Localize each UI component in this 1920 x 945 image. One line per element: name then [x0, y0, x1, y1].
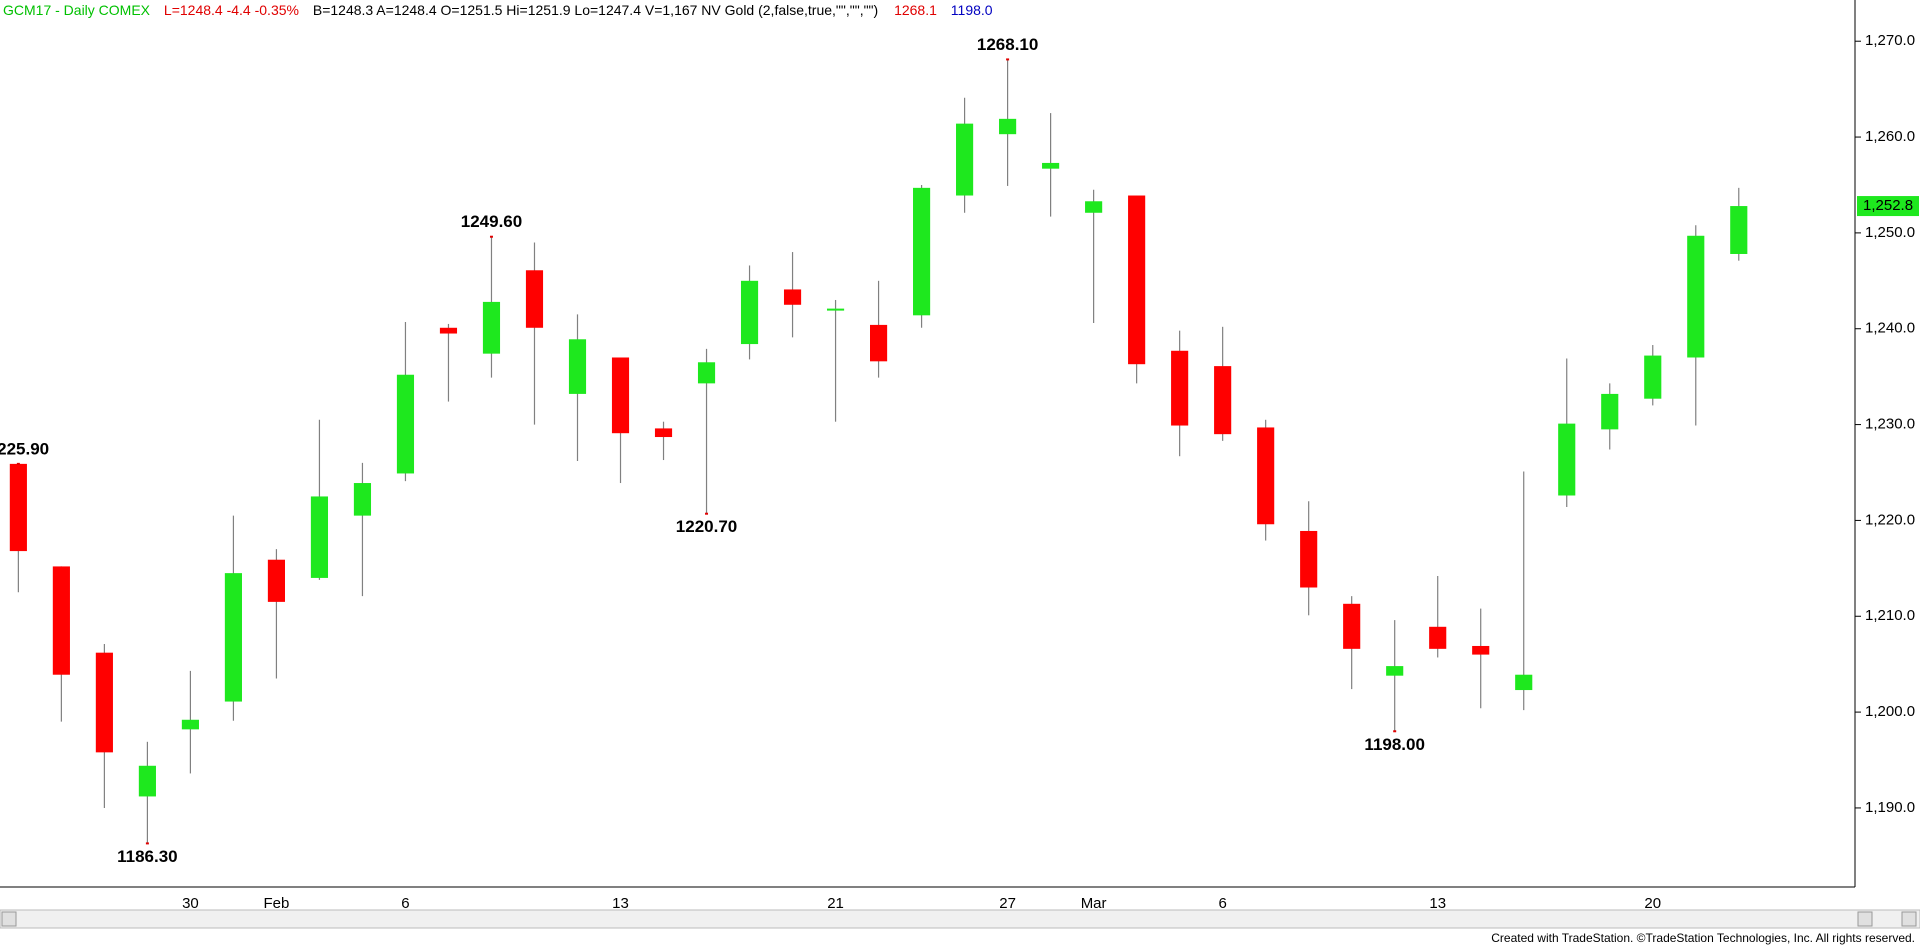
candle-body — [9, 463, 27, 552]
study-low: 1198.0 — [951, 2, 993, 18]
candle-body — [740, 280, 759, 345]
y-tick-label: 1,260.0 — [1865, 128, 1915, 145]
price-annotation: 1225.90 — [0, 439, 49, 458]
candle-body — [1343, 603, 1361, 649]
y-tick-label: 1,270.0 — [1865, 32, 1915, 49]
candle-body — [1300, 530, 1318, 588]
scrollbar[interactable] — [0, 909, 1920, 929]
candle-body — [138, 765, 156, 797]
candle-body — [697, 362, 716, 384]
candle-body — [1386, 666, 1404, 676]
price-annotation: 1249.60 — [461, 212, 522, 231]
candle-body — [611, 357, 630, 434]
candle-body — [1085, 201, 1103, 213]
scroll-right[interactable] — [1901, 911, 1917, 927]
candle-body — [1257, 427, 1275, 525]
y-tick-label: 1,230.0 — [1865, 416, 1915, 433]
candle-body — [1515, 674, 1533, 691]
symbol: GCM17 - Daily COMEX — [3, 2, 151, 18]
candle-body — [1171, 350, 1189, 426]
scroll-thumb[interactable] — [1857, 911, 1873, 927]
candle-body — [1730, 206, 1748, 254]
y-tick-label: 1,200.0 — [1865, 703, 1915, 720]
x-tick-label: 30 — [182, 895, 199, 912]
candle-body — [52, 566, 70, 675]
candle-body — [1429, 626, 1447, 649]
candle-body — [783, 289, 802, 305]
candle-body — [1601, 393, 1619, 430]
last-price-box — [1857, 196, 1919, 217]
quote: B=1248.3 A=1248.4 O=1251.5 Hi=1251.9 Lo=… — [313, 2, 878, 18]
y-tick-label: 1,250.0 — [1865, 224, 1915, 241]
study-high: 1268.1 — [894, 2, 937, 18]
y-tick-label: 1,210.0 — [1865, 607, 1915, 624]
candle-body — [525, 270, 544, 328]
candle-body — [95, 652, 113, 753]
header: GCM17 - Daily COMEX L=1248.4 -4.4 -0.35%… — [3, 2, 993, 18]
candle-body — [353, 483, 372, 516]
x-tick-label: Feb — [263, 895, 289, 912]
y-tick-label: 1,190.0 — [1865, 799, 1915, 816]
x-tick-label: 13 — [612, 895, 629, 912]
x-tick-label: 6 — [401, 895, 409, 912]
price-annotation: 1268.10 — [977, 35, 1038, 54]
x-tick-label: 21 — [827, 895, 844, 912]
last-change: L=1248.4 -4.4 -0.35% — [164, 2, 299, 18]
x-tick-label: 27 — [999, 895, 1016, 912]
x-tick-label: Mar — [1081, 895, 1107, 912]
candle-body — [181, 719, 199, 730]
candle-body — [1644, 355, 1662, 399]
x-tick-label: 20 — [1644, 895, 1661, 912]
candle-body — [870, 324, 888, 362]
candle-body — [1128, 195, 1146, 365]
x-tick-label: 6 — [1218, 895, 1226, 912]
last-price-label: 1,252.8 — [1863, 197, 1913, 214]
footer: Created with TradeStation. ©TradeStation… — [1491, 931, 1915, 945]
candle-body — [826, 308, 845, 311]
candle-body — [267, 559, 285, 602]
candle-body — [654, 428, 673, 438]
x-tick-label: 13 — [1429, 895, 1446, 912]
candle-body — [439, 327, 458, 334]
candle-body — [999, 118, 1017, 135]
candle-body — [1472, 645, 1490, 655]
candle-body — [1214, 366, 1232, 435]
y-tick-label: 1,240.0 — [1865, 320, 1915, 337]
candle-body — [913, 187, 931, 316]
candle-body — [1558, 423, 1576, 496]
price-annotation: 1220.70 — [676, 517, 737, 536]
candle-body — [224, 573, 242, 702]
plot — [9, 59, 1748, 844]
scroll-left[interactable] — [1, 911, 17, 927]
candle-body — [482, 301, 501, 354]
candle-body — [396, 374, 415, 474]
candle-body — [1687, 235, 1705, 358]
candle-body — [1042, 162, 1060, 169]
candle-body — [568, 339, 587, 394]
candle-body — [310, 496, 329, 578]
candle-body — [956, 123, 974, 196]
price-annotation: 1186.30 — [117, 847, 178, 866]
y-tick-label: 1,220.0 — [1865, 511, 1915, 528]
price-annotation: 1198.00 — [1364, 735, 1425, 754]
